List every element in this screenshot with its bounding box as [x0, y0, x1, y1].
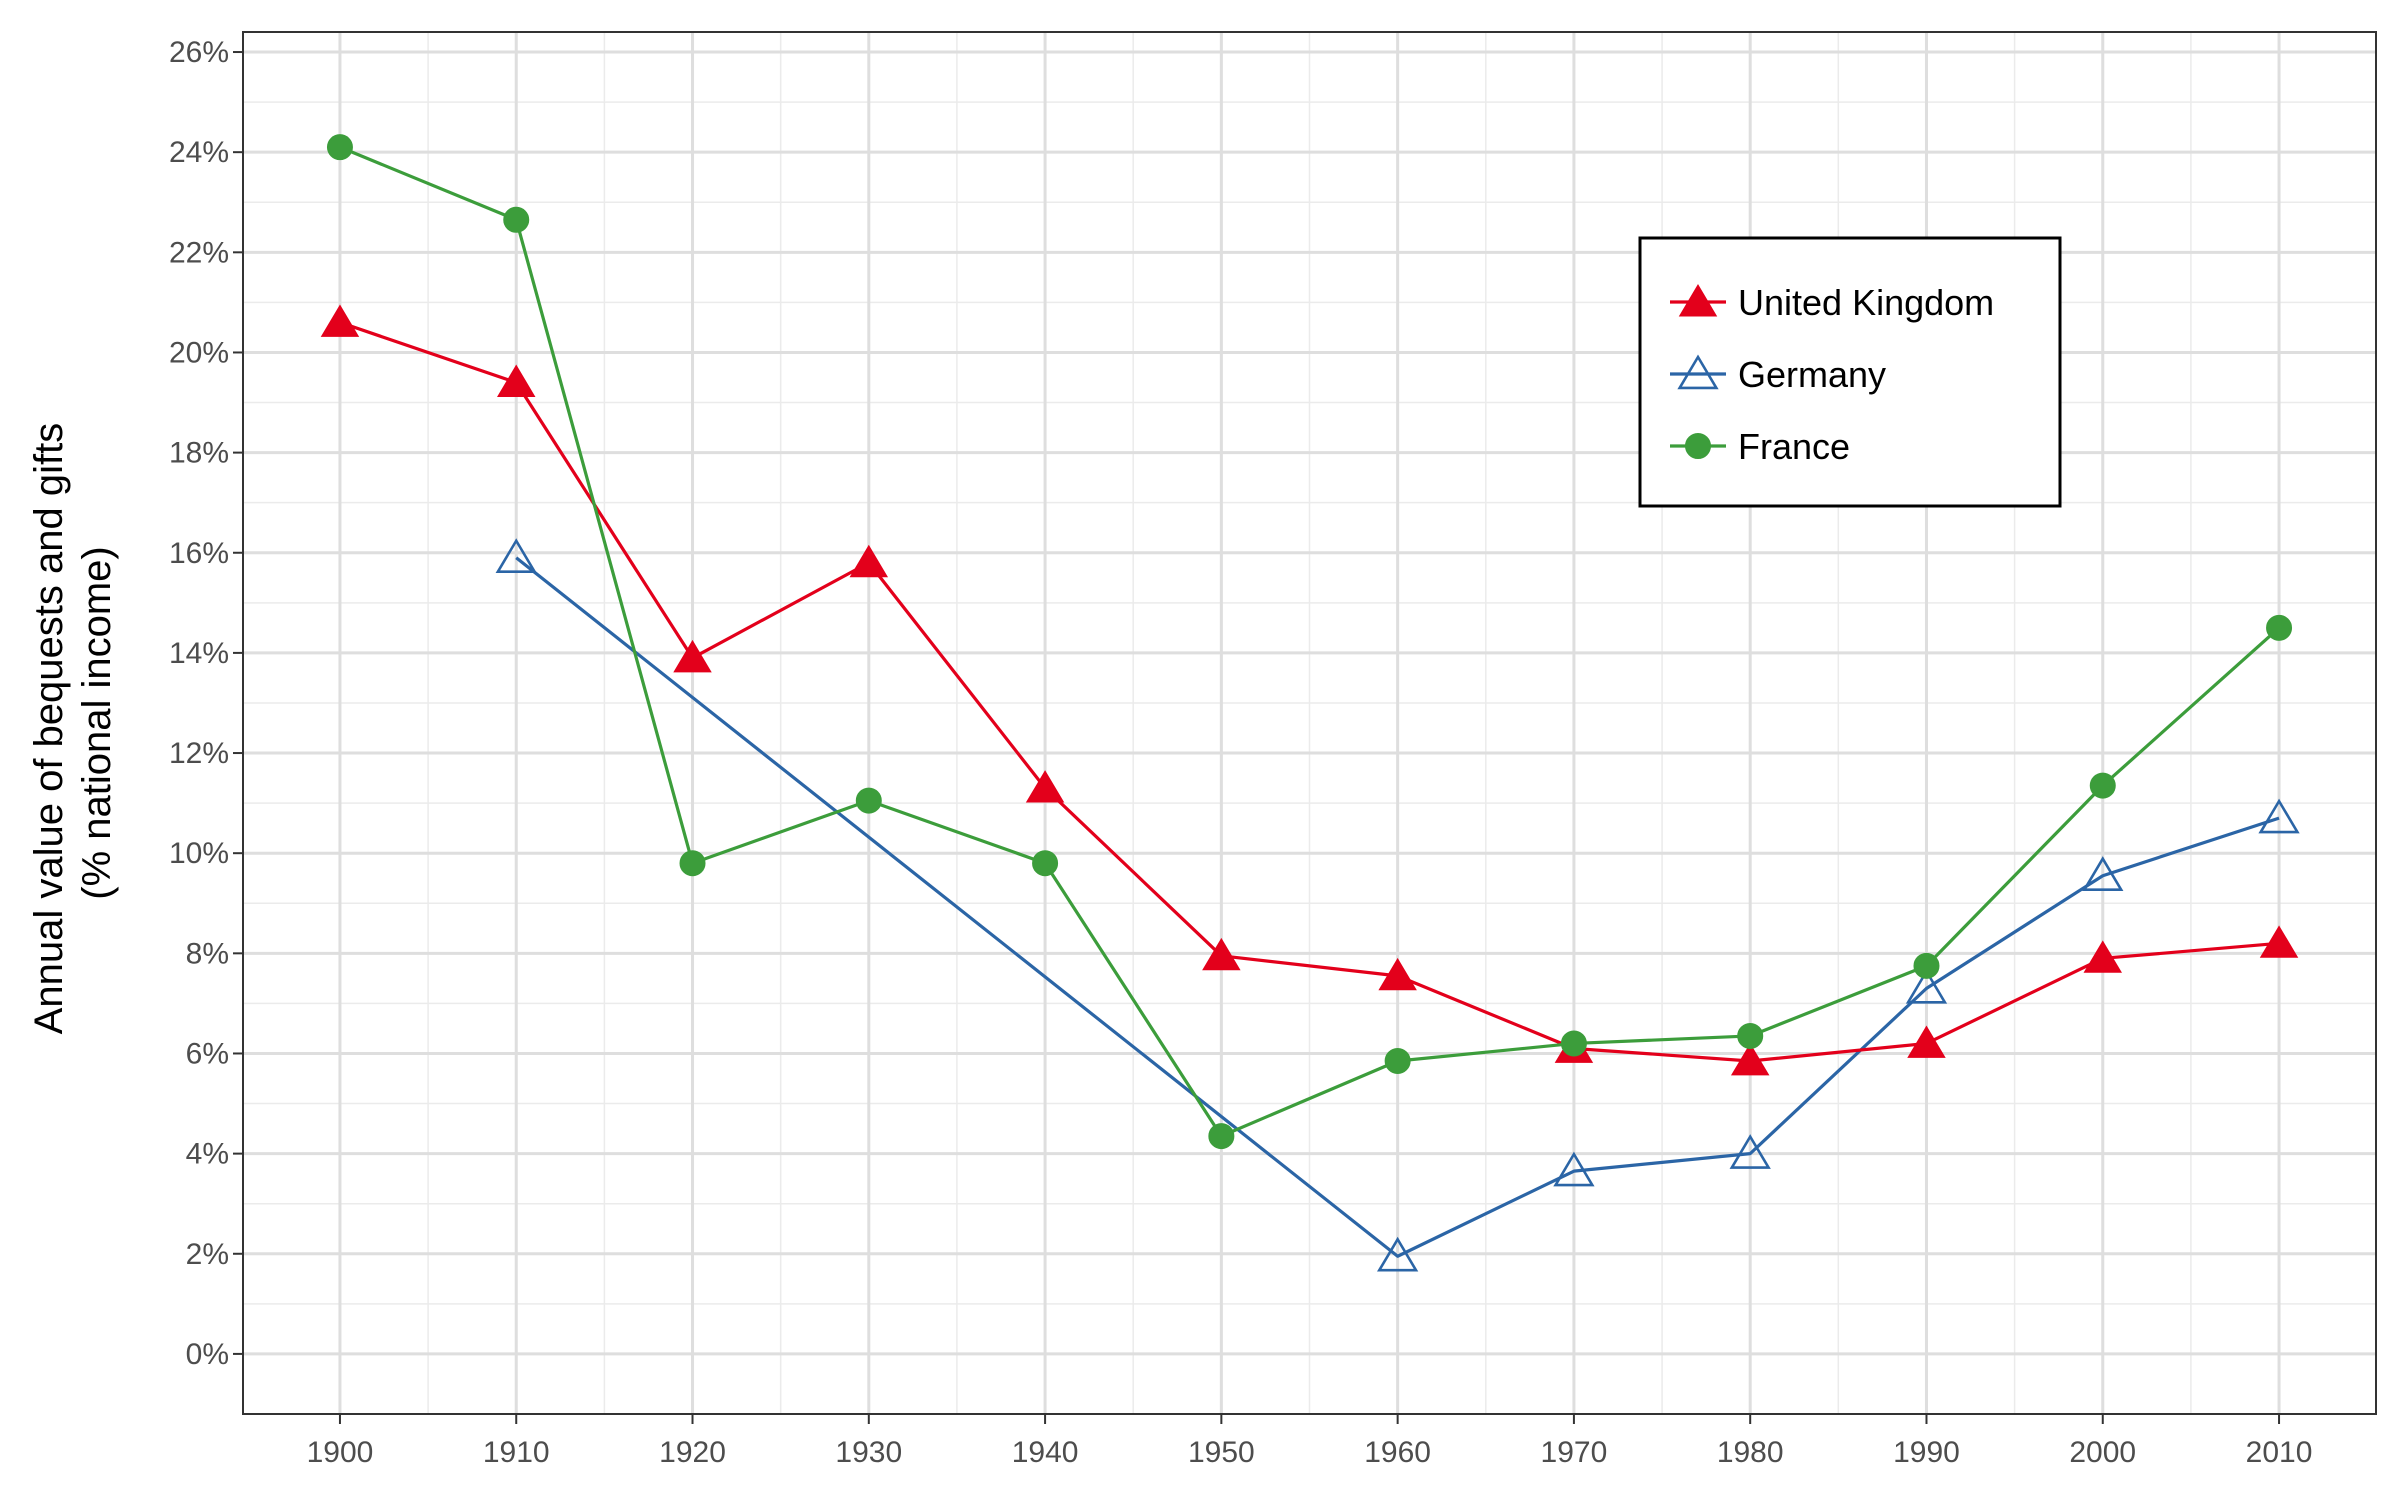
data-point-france	[2266, 614, 2293, 641]
data-point-united-kingdom	[1378, 957, 1417, 991]
x-tick-label: 1940	[1012, 1436, 1079, 1469]
minor-gridlines	[243, 32, 2376, 1414]
data-point-united-kingdom	[2259, 925, 2299, 958]
legend-item-united-kingdom: United Kingdom	[1670, 282, 1994, 323]
data-point-united-kingdom	[673, 639, 712, 673]
data-point-united-kingdom	[1907, 1025, 1946, 1058]
data-point-united-kingdom	[1202, 937, 1241, 971]
x-tick-label: 1990	[1893, 1436, 1960, 1469]
y-tick-label: 24%	[169, 136, 229, 169]
data-point-united-kingdom	[496, 364, 536, 397]
data-point-united-kingdom	[1730, 1043, 1770, 1076]
data-point-france	[1032, 850, 1059, 877]
data-point-united-kingdom	[1025, 770, 1065, 803]
series-france	[326, 134, 2293, 1150]
data-point-france	[1208, 1123, 1235, 1150]
data-point-united-kingdom	[849, 544, 889, 578]
y-axis-title-line-2: (% national income)	[75, 546, 119, 900]
legend-label-france: France	[1738, 426, 1850, 467]
data-point-france	[679, 850, 706, 877]
y-tick-label: 8%	[186, 937, 229, 970]
y-tick-label: 26%	[169, 36, 229, 69]
y-tick-label: 0%	[186, 1338, 229, 1371]
legend-marker-france	[1685, 433, 1711, 459]
y-tick-label: 2%	[186, 1238, 229, 1271]
data-point-germany	[1553, 1151, 1595, 1187]
major-gridlines	[243, 32, 2376, 1414]
y-tick-label: 12%	[169, 737, 229, 770]
x-tick-label: 1930	[835, 1436, 902, 1469]
data-point-france	[2089, 772, 2116, 799]
data-point-france	[503, 206, 530, 233]
y-tick-label: 14%	[169, 637, 229, 670]
data-point-germany	[1729, 1134, 1771, 1169]
y-tick-label: 4%	[186, 1138, 229, 1171]
series-layer	[320, 134, 2300, 1272]
x-tick-label: 1970	[1541, 1436, 1608, 1469]
data-point-germany	[2258, 798, 2300, 834]
data-point-france	[1913, 952, 1940, 979]
y-axis-title-line-1: Annual value of bequests and gifts	[27, 423, 71, 1035]
x-tick-label: 1960	[1364, 1436, 1431, 1469]
y-tick-label: 20%	[169, 336, 229, 369]
legend-label-united-kingdom: United Kingdom	[1738, 282, 1994, 323]
data-point-france	[1384, 1047, 1411, 1074]
legend-marker-germany	[1677, 354, 1719, 390]
series-germany	[495, 538, 2300, 1272]
legend-marker-united-kingdom	[1678, 284, 1718, 317]
data-point-germany	[495, 538, 537, 574]
data-point-france	[1560, 1030, 1587, 1057]
x-tick-label: 1980	[1717, 1436, 1784, 1469]
y-tick-label: 16%	[169, 537, 229, 570]
series-line-germany	[515, 556, 2280, 1258]
legend-item-france: France	[1670, 426, 1850, 467]
y-tick-label: 10%	[169, 837, 229, 870]
legend-box	[1638, 236, 2062, 508]
data-point-united-kingdom	[2083, 940, 2123, 973]
y-tick-label: 6%	[186, 1037, 229, 1070]
x-tick-label: 1910	[483, 1436, 550, 1469]
x-tick-label: 2000	[2069, 1436, 2136, 1469]
y-tick-label: 18%	[169, 437, 229, 470]
data-point-germany	[1905, 968, 1948, 1004]
x-tick-label: 1900	[307, 1436, 374, 1469]
data-point-france	[326, 134, 353, 161]
data-point-france	[855, 787, 882, 814]
data-point-germany	[2082, 856, 2124, 891]
series-united-kingdom	[320, 304, 2299, 1076]
x-tick-label: 1920	[659, 1436, 726, 1469]
plot-panel-border	[242, 31, 2377, 1415]
data-point-united-kingdom	[320, 304, 360, 337]
x-axis: 1900 1910 1920 1930 1940 1950 1960 1970 1980 1990…	[307, 1414, 2313, 1469]
series-line-united-kingdom	[339, 320, 2280, 1063]
x-tick-label: 1950	[1188, 1436, 1255, 1469]
data-point-france	[1737, 1022, 1764, 1049]
x-tick-label: 2010	[2246, 1436, 2313, 1469]
legend-item-germany: Germany	[1670, 354, 1886, 395]
y-axis-title: Annual value of bequests and gifts (% na…	[27, 412, 119, 1035]
legend: United Kingdom Germany France	[1638, 236, 2062, 508]
y-axis: 0% 2% 4% 6% 8% 10% 12% 14% 16% 18% 20% 22% 24% 26%	[169, 36, 243, 1371]
y-tick-label: 22%	[169, 236, 229, 269]
data-point-germany	[1376, 1236, 1419, 1272]
legend-label-germany: Germany	[1738, 354, 1886, 395]
series-line-france	[339, 145, 2281, 1138]
